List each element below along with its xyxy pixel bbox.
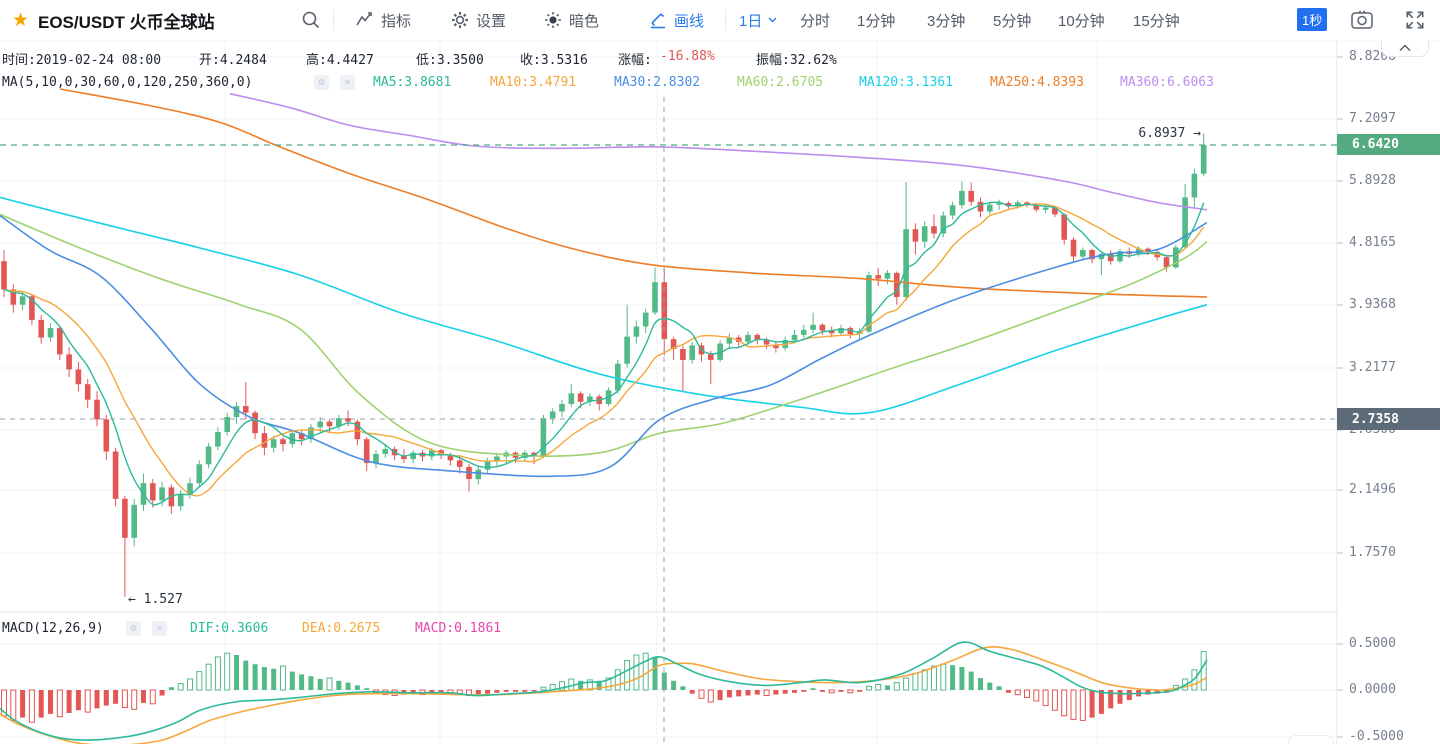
chevron-down-icon [768, 17, 777, 23]
ma5-value: MA5:3.8681 [373, 75, 452, 90]
macd-close-icon[interactable]: ✕ [152, 621, 167, 636]
axis-label: 7.2097 [1349, 111, 1396, 126]
toolbar-divider [333, 10, 334, 30]
axis-label: 4.8165 [1349, 235, 1396, 250]
info-change-label: 涨幅: [618, 53, 652, 68]
info-high: 高:4.4427 [306, 53, 374, 68]
draw-lines-button[interactable]: 画线 [648, 0, 704, 40]
ma120-value: MA120:3.1361 [859, 75, 953, 90]
macd-axis-label: -0.5000 [1349, 729, 1404, 744]
search-icon[interactable] [301, 0, 321, 40]
screenshot-camera-icon[interactable] [1350, 0, 1374, 40]
macd-settings-icon[interactable]: ⚙ [126, 621, 141, 636]
ma360-value: MA360:6.6063 [1120, 75, 1214, 90]
axis-label: 3.2177 [1349, 360, 1396, 375]
one-second-badge[interactable]: 1秒 [1297, 8, 1328, 31]
sun-icon [545, 12, 561, 28]
info-low: 低:3.3500 [416, 53, 484, 68]
dea-value: DEA:0.2675 [302, 621, 381, 636]
settings-button[interactable]: 设置 [450, 0, 506, 40]
axis-label: 3.9368 [1349, 297, 1396, 312]
interval-10min-button[interactable]: 10分钟 [1058, 12, 1105, 30]
ma-close-icon[interactable]: ✕ [340, 75, 355, 90]
macd-axis-label: 0.5000 [1349, 636, 1396, 651]
macd-formula: MACD(12,26,9) [2, 621, 104, 636]
gear-icon [452, 12, 468, 28]
crosshair-price-badge: 2.7358 [1337, 408, 1440, 430]
interval-3min-button[interactable]: 3分钟 [927, 12, 966, 30]
last-price-badge: 6.6420 [1337, 134, 1440, 155]
ma250-value: MA250:4.8393 [990, 75, 1084, 90]
ma-legend-row: MA(5,10,0,30,60,0,120,250,360,0) ⚙ ✕ MA5… [0, 75, 1337, 91]
info-close: 收:3.5316 [520, 53, 588, 68]
axis-label: 2.1496 [1349, 482, 1396, 497]
pair-title: EOS/USDT 火币全球站 [38, 12, 215, 32]
info-amplitude: 振幅:32.62% [756, 53, 837, 68]
axis-label: 1.7570 [1349, 545, 1396, 560]
toolbar: ★ EOS/USDT 火币全球站 指标 设置 暗色 画线 [0, 0, 1440, 40]
interval-1min-button[interactable]: 1分钟 [857, 12, 896, 30]
pencil-icon [651, 13, 665, 29]
ma10-value: MA10:3.4791 [490, 75, 577, 90]
toolbar-divider [725, 10, 726, 30]
macd-axis-label: 0.0000 [1349, 682, 1396, 697]
marked-high-annotation: 6.8937 → [1138, 126, 1201, 141]
marked-low-annotation: ← 1.527 [128, 592, 183, 607]
info-open: 开:4.2484 [199, 53, 267, 68]
interval-15min-button[interactable]: 15分钟 [1133, 12, 1180, 30]
info-change-value: -16.88% [660, 49, 715, 64]
axis-label: 5.8928 [1349, 173, 1396, 188]
interval-1d-button[interactable]: 1日 [739, 0, 777, 40]
ohlc-info-bar: 时间:2019-02-24 08:00 开:4.2484 高:4.4427 低:… [0, 49, 1337, 68]
indicators-button[interactable]: 指标 [355, 0, 411, 40]
interval-fenshi-button[interactable]: 分时 [800, 12, 831, 30]
chevron-up-icon [1399, 44, 1411, 52]
macd-legend-row: MACD(12,26,9) ⚙ ✕ DIF:0.3606 DEA:0.2675 … [0, 621, 1337, 637]
favorite-star-icon[interactable]: ★ [12, 9, 30, 31]
ma-formula: MA(5,10,0,30,60,0,120,250,360,0) [2, 75, 253, 90]
interval-5min-button[interactable]: 5分钟 [993, 12, 1032, 30]
dark-mode-button[interactable]: 暗色 [543, 0, 599, 40]
dif-value: DIF:0.3606 [190, 621, 269, 636]
macd-value: MACD:0.1861 [415, 621, 502, 636]
ma60-value: MA60:2.6705 [737, 75, 824, 90]
collapse-toolbar-tab[interactable] [1381, 40, 1429, 57]
expand-bottom-tab[interactable] [1288, 735, 1334, 744]
indicator-chart-icon [356, 12, 372, 26]
ma30-value: MA30:2.8302 [614, 75, 701, 90]
ma-settings-icon[interactable]: ⚙ [314, 75, 329, 90]
info-time: 时间:2019-02-24 08:00 [2, 53, 162, 68]
fullscreen-icon[interactable] [1404, 0, 1426, 40]
